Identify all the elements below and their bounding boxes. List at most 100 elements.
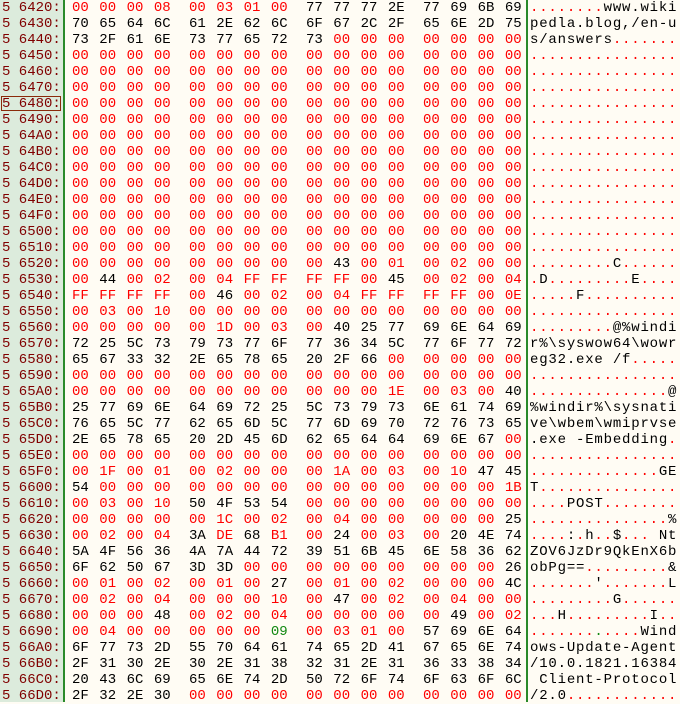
ascii-text[interactable]: .........C......	[530, 256, 678, 272]
hex-byte[interactable]: 2F	[72, 688, 89, 704]
row-address[interactable]: 5 65B0:	[2, 400, 61, 416]
hex-byte[interactable]: 6E	[477, 624, 495, 640]
hex-byte[interactable]: 50	[189, 496, 206, 512]
hex-byte[interactable]: 00	[504, 688, 522, 704]
hex-byte[interactable]: 00	[477, 384, 495, 400]
hex-byte[interactable]: 31	[387, 656, 405, 672]
hex-byte[interactable]: 46	[216, 288, 234, 304]
hex-byte[interactable]: 00	[72, 240, 89, 256]
hex-byte[interactable]: 00	[99, 608, 117, 624]
hex-byte[interactable]: 31	[99, 656, 117, 672]
hex-byte[interactable]: 00	[360, 208, 378, 224]
hex-byte[interactable]: 00	[306, 128, 323, 144]
ascii-text[interactable]: ................	[530, 192, 678, 208]
hex-byte[interactable]: 6F	[306, 16, 323, 32]
hex-byte[interactable]: 62	[99, 560, 117, 576]
hex-byte[interactable]: 00	[333, 224, 351, 240]
hex-byte[interactable]: 10	[153, 496, 171, 512]
hex-byte[interactable]: 00	[387, 368, 405, 384]
hex-byte[interactable]: 74	[306, 640, 323, 656]
hex-byte[interactable]: 00	[306, 80, 323, 96]
hex-row[interactable]: 5 6510: 00 00 00 00 00 00 00 00 00 00 00 00 00 00 00 00.…	[0, 240, 680, 256]
hex-byte[interactable]: 00	[360, 528, 378, 544]
hex-byte[interactable]: 62	[504, 544, 522, 560]
hex-byte[interactable]: 00	[72, 112, 89, 128]
row-address[interactable]: 5 66D0:	[2, 688, 61, 704]
hex-byte[interactable]: 5C	[306, 400, 323, 416]
hex-byte[interactable]: 00	[333, 176, 351, 192]
hex-byte[interactable]: 49	[450, 608, 468, 624]
hex-byte[interactable]: 00	[126, 224, 144, 240]
hex-byte[interactable]: 67	[333, 16, 351, 32]
hex-byte[interactable]: 00	[189, 384, 206, 400]
hex-byte[interactable]: 00	[450, 144, 468, 160]
hex-row[interactable]: 5 65F0: 00 1F 00 01 00 02 00 00 00 1A 00 03 00 10 47 45.…	[0, 464, 680, 480]
row-address[interactable]: 5 6520:	[2, 256, 61, 272]
hex-byte[interactable]: 00	[216, 304, 234, 320]
hex-byte[interactable]: 00	[216, 144, 234, 160]
hex-byte[interactable]: 00	[99, 240, 117, 256]
hex-byte[interactable]: 64	[243, 640, 261, 656]
hex-byte[interactable]: 00	[423, 592, 440, 608]
hex-byte[interactable]: 36	[423, 656, 440, 672]
hex-byte[interactable]: 00	[72, 384, 89, 400]
hex-byte[interactable]: 00	[504, 144, 522, 160]
hex-byte[interactable]: 69	[126, 400, 144, 416]
hex-byte[interactable]: 00	[216, 624, 234, 640]
hex-byte[interactable]: 00	[450, 112, 468, 128]
hex-byte[interactable]: 00	[306, 208, 323, 224]
hex-byte[interactable]: 00	[360, 304, 378, 320]
hex-byte[interactable]: 72	[72, 336, 89, 352]
hex-byte[interactable]: 00	[216, 688, 234, 704]
hex-byte[interactable]: 00	[477, 608, 495, 624]
hex-byte[interactable]: 00	[72, 64, 89, 80]
hex-byte[interactable]: 00	[153, 320, 171, 336]
hex-byte[interactable]: 54	[270, 496, 288, 512]
hex-byte[interactable]: 00	[450, 128, 468, 144]
hex-byte[interactable]: 00	[387, 192, 405, 208]
hex-byte[interactable]: 2E	[153, 656, 171, 672]
hex-byte[interactable]: 09	[270, 624, 288, 640]
ascii-text[interactable]: ZOV6JzDr9QkEnX6b	[530, 544, 678, 560]
hex-byte[interactable]: 00	[216, 128, 234, 144]
hex-byte[interactable]: 00	[243, 192, 261, 208]
hex-byte[interactable]: 00	[72, 368, 89, 384]
hex-byte[interactable]: 00	[360, 192, 378, 208]
hex-byte[interactable]: 00	[423, 80, 440, 96]
hex-byte[interactable]: 61	[189, 16, 206, 32]
hex-byte[interactable]: 57	[423, 624, 440, 640]
ascii-text[interactable]: ................	[530, 96, 678, 112]
row-address[interactable]: 5 6500:	[2, 224, 61, 240]
hex-byte[interactable]: 00	[387, 208, 405, 224]
hex-row[interactable]: 5 66A0: 6F 77 73 2D 55 70 64 61 74 65 2D 41 67 65 6E 74 o…	[0, 640, 680, 656]
hex-byte[interactable]: 00	[423, 528, 440, 544]
hex-row[interactable]: 5 65B0: 25 77 69 6E 64 69 72 25 5C 73 79 73 6E 61 74 69%…	[0, 400, 680, 416]
hex-byte[interactable]: 77	[360, 0, 378, 16]
hex-byte[interactable]: 6F	[360, 672, 378, 688]
hex-row[interactable]: 5 6490: 00 00 00 00 00 00 00 00 00 00 00 00 00 00 00 00.…	[0, 112, 680, 128]
hex-byte[interactable]: 00	[189, 48, 206, 64]
hex-byte[interactable]: 20	[450, 528, 468, 544]
hex-byte[interactable]: 00	[72, 80, 89, 96]
hex-byte[interactable]: 00	[306, 48, 323, 64]
hex-byte[interactable]: 00	[243, 80, 261, 96]
row-address[interactable]: 5 6510:	[2, 240, 61, 256]
hex-byte[interactable]: 65	[99, 16, 117, 32]
ascii-text[interactable]: .........@%windi	[530, 320, 678, 336]
row-address[interactable]: 5 6490:	[2, 112, 61, 128]
hex-byte[interactable]: 00	[306, 512, 323, 528]
row-address[interactable]: 5 6470:	[2, 80, 61, 96]
hex-byte[interactable]: 00	[99, 80, 117, 96]
ascii-text[interactable]: ................	[530, 304, 678, 320]
hex-byte[interactable]: 00	[360, 464, 378, 480]
hex-byte[interactable]: 00	[189, 368, 206, 384]
hex-byte[interactable]: 70	[216, 640, 234, 656]
hex-byte[interactable]: 00	[189, 608, 206, 624]
hex-byte[interactable]: 77	[153, 416, 171, 432]
hex-byte[interactable]: 72	[423, 416, 440, 432]
hex-byte[interactable]: 04	[270, 608, 288, 624]
hex-row[interactable]: 5 64C0: 00 00 00 00 00 00 00 00 00 00 00 00 00 00 00 00.…	[0, 160, 680, 176]
hex-byte[interactable]: 02	[99, 592, 117, 608]
hex-byte[interactable]: 1A	[333, 464, 351, 480]
ascii-text[interactable]: obPg==.........&	[530, 560, 678, 576]
